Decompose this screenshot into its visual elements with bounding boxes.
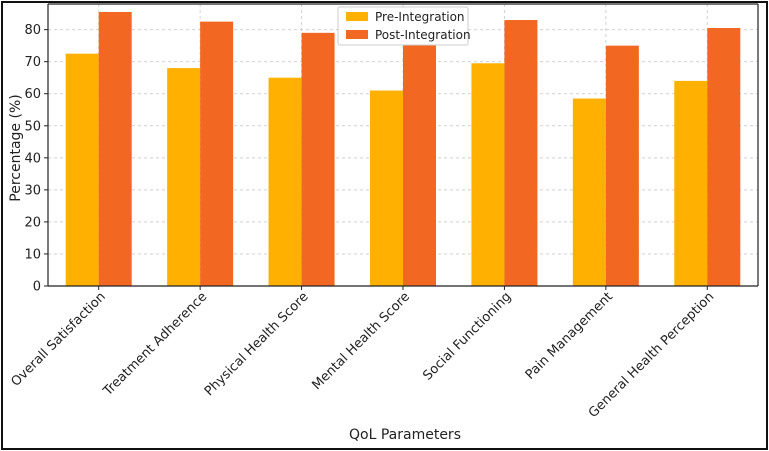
y-tick-labels: 0 10 20 30 40 50 60 70 80 bbox=[24, 23, 41, 294]
y-tick-label: 30 bbox=[24, 183, 41, 198]
bar-pre-6 bbox=[572, 98, 606, 286]
bar-post-6 bbox=[605, 45, 639, 287]
x-tick-label: Social Functioning bbox=[420, 289, 514, 383]
bar-post-1 bbox=[98, 12, 132, 287]
bar-pre-4 bbox=[370, 90, 403, 286]
bar-post-4 bbox=[403, 39, 436, 286]
y-tick-label: 10 bbox=[24, 247, 41, 262]
y-axis-label: Percentage (%) bbox=[8, 94, 24, 201]
bar-post-7 bbox=[707, 28, 741, 287]
legend-label-pre: Pre-Integration bbox=[375, 10, 465, 24]
y-tick-label: 80 bbox=[24, 23, 41, 38]
y-tick-label: 70 bbox=[24, 55, 41, 70]
x-tick-label: Treatment Adherence bbox=[100, 289, 210, 399]
x-tick-label: Physical Health Score bbox=[202, 289, 312, 399]
legend-label-post: Post-Integration bbox=[375, 28, 471, 42]
legend-swatch-pre bbox=[346, 12, 368, 21]
x-tick-label: Pain Management bbox=[523, 289, 616, 382]
bars bbox=[65, 12, 741, 287]
y-tick-label: 20 bbox=[24, 215, 41, 230]
y-tick-label: 60 bbox=[24, 87, 41, 102]
x-axis-label: QoL Parameters bbox=[349, 427, 461, 443]
y-tick-label: 40 bbox=[24, 151, 41, 166]
x-tick-label: Overall Satisfaction bbox=[8, 289, 108, 389]
y-tick-label: 0 bbox=[33, 280, 41, 295]
bar-pre-3 bbox=[268, 77, 302, 286]
bar-pre-5 bbox=[471, 63, 505, 287]
legend-swatch-post bbox=[346, 30, 368, 39]
bar-post-3 bbox=[301, 32, 335, 286]
x-tick-label: Mental Health Score bbox=[309, 289, 413, 393]
bar-pre-7 bbox=[674, 80, 708, 286]
bar-pre-1 bbox=[65, 53, 99, 286]
bar-pre-2 bbox=[167, 68, 201, 286]
bar-post-5 bbox=[504, 20, 538, 286]
y-tick-label: 50 bbox=[24, 119, 41, 134]
legend: Pre-Integration Post-Integration bbox=[337, 6, 471, 46]
axes bbox=[44, 3, 759, 290]
bar-post-2 bbox=[200, 21, 234, 286]
legend-box bbox=[337, 6, 469, 46]
